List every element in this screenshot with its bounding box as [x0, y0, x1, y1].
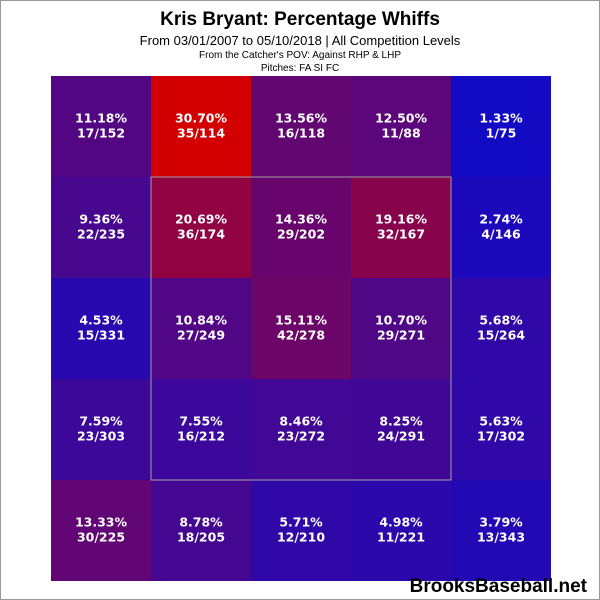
cell-percentage: 2.74%: [479, 212, 523, 227]
cell-fraction: 22/235: [77, 227, 125, 242]
cell-fraction: 36/174: [177, 227, 225, 242]
cell-percentage: 9.36%: [79, 212, 123, 227]
cell-fraction: 29/271: [377, 328, 425, 343]
cell-fraction: 17/302: [477, 429, 525, 444]
cell-percentage: 5.68%: [479, 313, 523, 328]
cell-fraction: 24/291: [377, 429, 425, 444]
cell-percentage: 8.46%: [279, 414, 323, 429]
cell-percentage: 8.25%: [379, 414, 423, 429]
cell-fraction: 1/75: [486, 126, 517, 141]
cell-fraction: 23/272: [277, 429, 325, 444]
cell-percentage: 13.56%: [275, 111, 328, 126]
cell-percentage: 10.84%: [175, 313, 228, 328]
cell-percentage: 7.59%: [79, 414, 123, 429]
cell-percentage: 19.16%: [375, 212, 428, 227]
heatmap-cell: [51, 278, 151, 379]
cell-percentage: 5.63%: [479, 414, 523, 429]
heatmap-cell: [451, 278, 551, 379]
cell-fraction: 11/88: [381, 126, 420, 141]
heatmap-cell: [351, 278, 451, 379]
heatmap-cell: [51, 76, 151, 177]
cell-fraction: 11/221: [377, 530, 425, 545]
cell-percentage: 15.11%: [275, 313, 328, 328]
heatmap-cell: [351, 76, 451, 177]
pov-label: From the Catcher's POV: Against RHP & LH…: [199, 50, 401, 61]
heatmap-cell: [451, 480, 551, 581]
cell-percentage: 7.55%: [179, 414, 223, 429]
cell-fraction: 16/212: [177, 429, 225, 444]
cell-percentage: 1.33%: [479, 111, 523, 126]
heatmap-cell: [251, 480, 351, 581]
heatmap-cell: [151, 379, 251, 480]
cell-fraction: 12/210: [277, 530, 325, 545]
cell-fraction: 27/249: [177, 328, 225, 343]
heatmap-cell: [151, 76, 251, 177]
heatmap-cell: [151, 177, 251, 278]
cell-percentage: 5.71%: [279, 515, 323, 530]
cell-percentage: 4.53%: [79, 313, 123, 328]
cell-percentage: 14.36%: [275, 212, 328, 227]
cell-fraction: 35/114: [177, 126, 225, 141]
heatmap-cell: [51, 379, 151, 480]
pitches-label: Pitches: FA SI FC: [260, 63, 340, 74]
heatmap-cell: [251, 379, 351, 480]
heatmap-cell: [151, 278, 251, 379]
strike-zone-outline: [150, 176, 452, 481]
heatmap-cell: [451, 177, 551, 278]
cell-fraction: 13/343: [477, 530, 525, 545]
cell-percentage: 8.78%: [179, 515, 223, 530]
heatmap-cell: [251, 76, 351, 177]
heatmap-cell: [351, 379, 451, 480]
cell-percentage: 4.98%: [379, 515, 423, 530]
cell-percentage: 13.33%: [75, 515, 128, 530]
chart-title: Kris Bryant: Percentage Whiffs: [160, 9, 440, 30]
brand-footer: BrooksBaseball.net: [409, 576, 587, 597]
cell-fraction: 32/167: [377, 227, 425, 242]
heatmap-cell: [451, 379, 551, 480]
heatmap-cell: [351, 480, 451, 581]
cell-fraction: 4/146: [481, 227, 521, 242]
cell-fraction: 15/264: [477, 328, 525, 343]
heatmap-cell: [151, 480, 251, 581]
cell-percentage: 3.79%: [479, 515, 523, 530]
cell-fraction: 29/202: [277, 227, 325, 242]
heatmap-cell: [251, 278, 351, 379]
cell-percentage: 20.69%: [175, 212, 228, 227]
heatmap-cell: [51, 480, 151, 581]
cell-percentage: 11.18%: [75, 111, 128, 126]
cell-percentage: 10.70%: [375, 313, 428, 328]
cell-fraction: 15/331: [77, 328, 125, 343]
heatmap-cell: [451, 76, 551, 177]
chart-subtitle: From 03/01/2007 to 05/10/2018 | All Comp…: [139, 33, 461, 48]
cell-fraction: 18/205: [177, 530, 225, 545]
cell-fraction: 16/118: [277, 126, 325, 141]
cell-fraction: 23/303: [77, 429, 125, 444]
heatmap-cell: [251, 177, 351, 278]
heatmap-cell: [351, 177, 451, 278]
cell-percentage: 30.70%: [175, 111, 228, 126]
cell-fraction: 42/278: [277, 328, 325, 343]
heatmap-cell: [51, 177, 151, 278]
cell-fraction: 30/225: [77, 530, 125, 545]
cell-fraction: 17/152: [77, 126, 125, 141]
cell-percentage: 12.50%: [375, 111, 428, 126]
